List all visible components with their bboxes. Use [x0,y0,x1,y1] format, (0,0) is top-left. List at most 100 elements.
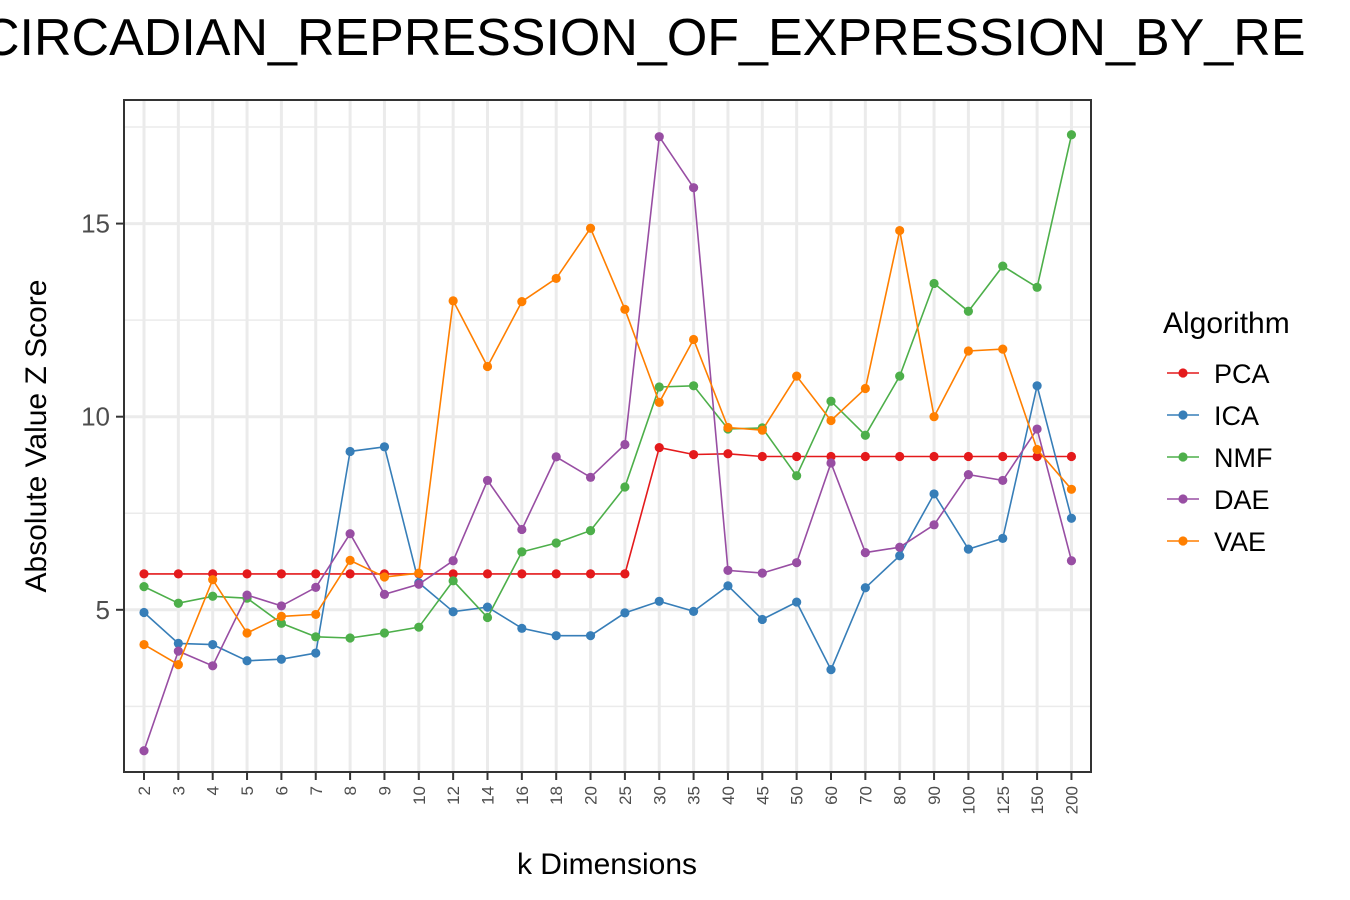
data-point-nmf [414,622,424,632]
x-tick-label: 8 [341,786,360,795]
data-point-pca [585,569,596,579]
data-point-vae [551,273,561,284]
data-point-pca [689,449,699,460]
data-point-vae [792,371,802,381]
data-point-ica [998,533,1008,543]
data-point-vae [998,344,1008,354]
data-point-nmf [345,633,355,643]
x-tick-label: 35 [685,786,704,805]
data-point-ica [311,648,321,658]
data-point-pca [517,569,527,579]
data-point-ica [1066,513,1077,523]
series-vae [139,223,1077,670]
data-point-pca [757,451,767,462]
data-point-dae [517,524,527,535]
data-point-ica [551,631,561,641]
data-point-vae [860,383,870,394]
data-point-pca [242,569,252,579]
series-dae [139,132,1077,756]
data-point-vae [1066,484,1077,494]
data-point-nmf [585,526,596,536]
data-point-vae [208,575,218,585]
data-point-ica [963,544,974,554]
x-tick-label: 9 [375,786,394,795]
data-point-dae [1066,556,1077,566]
data-point-pca [963,451,974,462]
data-point-vae [689,334,699,345]
x-tick-label: 30 [650,786,669,805]
x-tick-label: 14 [479,786,498,805]
y-tick-label: 5 [96,595,110,625]
data-point-vae [379,572,390,582]
data-point-nmf [929,278,939,289]
legend-key-point [1178,368,1188,378]
data-point-ica [276,654,286,664]
data-point-vae [414,568,424,578]
data-point-ica [654,596,664,606]
data-point-ica [208,639,218,650]
x-tick-label: 16 [513,786,532,805]
x-tick-label: 20 [582,786,601,805]
data-point-nmf [895,371,905,381]
data-point-pca [792,451,802,462]
data-point-pca [345,569,355,579]
data-point-pca [448,569,458,579]
data-point-dae [173,646,183,656]
x-tick-label: 70 [856,786,875,805]
data-point-dae [998,475,1008,486]
x-tick-label: 4 [204,786,223,795]
data-point-pca [860,451,870,462]
data-point-dae [379,589,390,599]
data-point-pca [1066,451,1077,462]
data-point-ica [929,489,939,499]
data-point-vae [895,225,905,236]
x-tick-label: 2 [135,786,154,795]
series-layer [139,130,1077,756]
legend-item-nmf: NMF [1167,443,1272,473]
x-tick-label: 125 [994,786,1013,814]
data-point-ica [345,446,355,457]
y-tick-label: 10 [81,402,110,432]
series-line-ica [143,385,1073,672]
data-point-pca [929,451,939,462]
series-pca [139,442,1077,579]
data-point-pca [826,451,836,462]
data-point-dae [311,582,321,592]
data-point-dae [929,520,939,530]
data-point-nmf [963,306,974,316]
legend-label: ICA [1214,401,1259,431]
legend-key-point [1178,494,1188,504]
legend-title: Algorithm [1163,307,1290,340]
data-point-pca [620,569,630,579]
data-point-ica [448,607,458,617]
data-point-dae [551,452,561,462]
data-point-ica [1032,381,1042,391]
data-point-dae [723,565,733,576]
data-point-vae [963,346,974,356]
data-point-dae [860,548,870,558]
data-point-nmf [689,381,699,391]
data-point-nmf [208,591,218,601]
data-point-dae [414,579,424,589]
series-line-vae [143,226,1073,666]
x-axis-label: k Dimensions [517,848,697,881]
data-point-ica [723,581,733,591]
data-point-vae [654,397,664,407]
data-point-nmf [792,471,802,481]
data-point-dae [139,746,149,756]
legend-label: NMF [1214,443,1272,473]
x-tick-label: 25 [616,786,635,805]
data-point-vae [1032,444,1042,455]
legend-label: PCA [1214,359,1270,389]
x-tick-label: 150 [1028,786,1047,814]
x-tick-label: 45 [753,786,772,805]
data-point-nmf [654,382,664,392]
chart-title: CIRCADIAN_REPRESSION_OF_EXPRESSION_BY_RE [0,9,1306,67]
data-point-pca [895,451,905,462]
legend-label: VAE [1214,527,1266,557]
data-point-dae [242,590,252,600]
data-point-ica [757,614,767,625]
x-tick-label: 12 [444,786,463,805]
data-point-nmf [173,598,183,608]
